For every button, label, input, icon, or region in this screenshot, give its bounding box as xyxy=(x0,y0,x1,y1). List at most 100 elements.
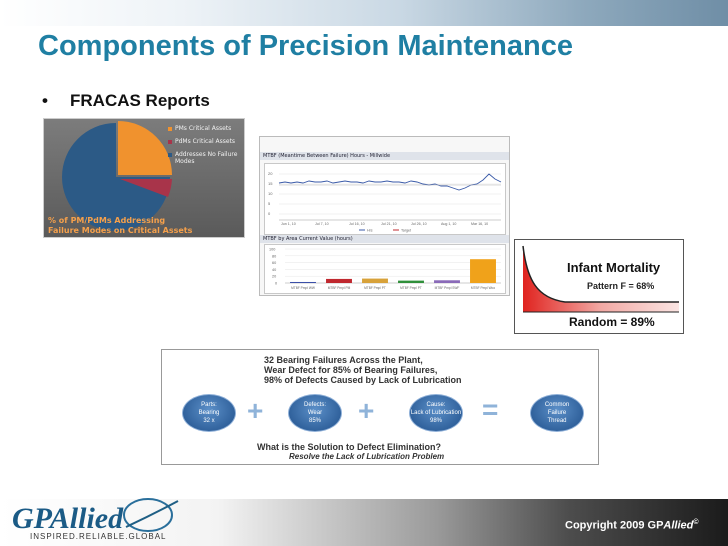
bathtub-area xyxy=(523,246,679,312)
oval-defects: Defects: Wear 85% xyxy=(288,394,342,432)
footer-bar xyxy=(0,499,728,546)
legend-swatch xyxy=(168,127,172,131)
oval-line: Cause: xyxy=(426,402,446,408)
company-tagline: INSPIRED.RELIABLE.GLOBAL xyxy=(30,532,167,541)
oval-line: Common xyxy=(544,402,570,408)
svg-text:GPAllied: GPAllied xyxy=(12,502,124,535)
y-tick: 20 xyxy=(268,171,273,176)
pie-caption: % of PM/PdMs Addressing Failure Modes on… xyxy=(48,216,192,236)
oval-line: Lack of Lubrication xyxy=(410,410,462,416)
bar-3 xyxy=(362,278,388,283)
bar-category-label: MTBF Pmpl Woo xyxy=(471,286,495,290)
oval-line: Parts: xyxy=(201,402,217,408)
pie-legend-item: PMs Critical Assets xyxy=(168,125,238,132)
y-tick: 0 xyxy=(268,211,271,216)
gpallied-logo: GPAllied xyxy=(12,498,179,535)
oval-parts: Parts: Bearing 32 x xyxy=(182,394,236,432)
solution-answer: Resolve the Lack of Lubrication Problem xyxy=(289,452,445,461)
oval-cause: Cause: Lack of Lubrication 98% xyxy=(409,394,463,432)
oval-line: 32 x xyxy=(203,418,215,424)
mtbf-report-panel: MTBF (Meantime Between Failure) Hours - … xyxy=(259,136,510,296)
x-tick: Jul 16, 10 xyxy=(349,222,365,226)
mtbf-line-header: MTBF (Meantime Between Failure) Hours - … xyxy=(260,152,509,160)
top-gradient-bar xyxy=(0,0,728,26)
x-tick: Mar 16, 10 xyxy=(471,222,488,226)
mtbf-line-svg: 20 15 10 5 0 Jun 1, 10 Jul 7, 10 Jul 16,… xyxy=(268,171,502,233)
bar-chart-header: MTBF by Area Current Value (hours) xyxy=(260,235,509,243)
copyright-notice: Copyright 2009 GPAllied© xyxy=(565,519,699,532)
copyright-symbol: © xyxy=(693,519,699,526)
legend-label: PMs Critical Assets xyxy=(175,125,232,132)
y-tick: 5 xyxy=(268,201,271,206)
pie-legend: PMs Critical Assets PdMs Critical Assets… xyxy=(168,125,238,171)
bar-category-label: MTBF Pmpl SWF xyxy=(435,286,460,290)
legend-hrs-label: Hrs xyxy=(367,229,373,233)
bar-chart-box: 100 80 60 40 20 0 MTBF Pmpl WW MTBF Pmpl … xyxy=(264,244,506,294)
x-tick: Aug 1, 10 xyxy=(441,222,456,226)
x-tick: Jul 21, 10 xyxy=(381,222,397,226)
pattern-f-label: Pattern F = 68% xyxy=(587,281,655,291)
bar-2 xyxy=(326,278,352,283)
bathtub-curve xyxy=(522,245,679,313)
oval-line: 85% xyxy=(308,418,321,424)
legend-swatch xyxy=(168,140,172,144)
solution-question: What is the Solution to Defect Eliminati… xyxy=(257,442,441,452)
bar-5 xyxy=(434,280,460,283)
bar-1 xyxy=(290,281,316,283)
bar-grid xyxy=(285,248,501,277)
x-tick: Jun 1, 10 xyxy=(281,222,296,226)
bar-y-tick: 40 xyxy=(272,268,276,272)
legend-label: PdMs Critical Assets xyxy=(175,138,236,145)
bar-y-tick: 80 xyxy=(272,254,276,258)
bar-6 xyxy=(470,259,496,283)
bar-category-label: MTBF Pmpl PT xyxy=(364,286,386,290)
copyright-prefix: Copyright 2009 GP xyxy=(565,519,664,532)
legend-target-label: Target xyxy=(401,229,411,233)
copyright-brand: Allied xyxy=(663,519,694,532)
mtbf-bar-chart: 100 80 60 40 20 0 MTBF Pmpl WW MTBF Pmpl … xyxy=(269,248,501,290)
bar-y-tick: 100 xyxy=(269,248,275,252)
oval-line: Wear xyxy=(307,410,323,416)
y-tick: 15 xyxy=(268,181,273,186)
random-label: Random = 89% xyxy=(569,315,655,329)
mtbf-line-chart: 20 15 10 5 0 Jun 1, 10 Jul 7, 10 Jul 16,… xyxy=(264,163,506,235)
bar-category-label: MTBF Pmpl PM xyxy=(328,286,351,290)
bearing-heading-line1: 32 Bearing Failures Across the Plant, xyxy=(264,355,423,365)
bearing-failures-panel: 32 Bearing Failures Across the Plant, We… xyxy=(161,349,599,465)
mtbf-series-hrs xyxy=(278,173,502,191)
plus-sign: + xyxy=(358,395,375,426)
bullet-fracas-reports: FRACAS Reports xyxy=(70,91,210,110)
bathtub-outline xyxy=(522,245,679,303)
plus-sign: + xyxy=(247,395,264,426)
pie-legend-item: Addresses No Failure Modes xyxy=(168,151,238,165)
bar-y-tick: 0 xyxy=(275,282,277,286)
x-tick: Jul 26, 10 xyxy=(411,222,427,226)
pie-caption-line2: Failure Modes on Critical Assets xyxy=(48,226,193,235)
bathtub-curve-panel: Infant Mortality Pattern F = 68% Random … xyxy=(514,239,684,334)
pie-caption-line1: % of PM/PdMs Addressing xyxy=(48,216,166,225)
oval-line: Thread xyxy=(547,418,567,424)
bar-y-tick: 20 xyxy=(272,275,276,279)
y-tick: 10 xyxy=(268,191,273,196)
bullet-marker: • xyxy=(42,91,48,110)
infant-mortality-label: Infant Mortality xyxy=(567,260,661,275)
bearing-heading-line3: 98% of Defects Caused by Lack of Lubrica… xyxy=(264,375,462,385)
pie-chart xyxy=(62,121,172,231)
bar-category-label: MTBF Pmpl WW xyxy=(291,286,315,290)
pie-slice-pdms-critical xyxy=(120,179,172,197)
pie-legend-item: PdMs Critical Assets xyxy=(168,138,238,145)
bar-y-tick: 60 xyxy=(272,261,276,265)
pie-slice-no-failure-modes xyxy=(62,123,170,231)
mtbf-grid xyxy=(279,173,501,215)
bearing-heading: 32 Bearing Failures Across the Plant, We… xyxy=(264,355,462,385)
bearing-heading-line2: Wear Defect for 85% of Bearing Failures, xyxy=(264,365,438,375)
legend-swatch xyxy=(168,153,172,157)
oval-line: Defects: xyxy=(303,402,326,408)
slide-title: Components of Precision Maintenance xyxy=(38,30,573,62)
equals-sign: = xyxy=(482,394,499,425)
bar-category-label: MTBF Pmpl PT xyxy=(400,286,422,290)
pie-slice-pms-critical xyxy=(118,121,172,175)
pie-chart-panel: PMs Critical Assets PdMs Critical Assets… xyxy=(44,119,244,237)
legend-label: Addresses No Failure Modes xyxy=(175,151,238,165)
oval-common-failure-thread: Common Failure Thread xyxy=(530,394,584,432)
